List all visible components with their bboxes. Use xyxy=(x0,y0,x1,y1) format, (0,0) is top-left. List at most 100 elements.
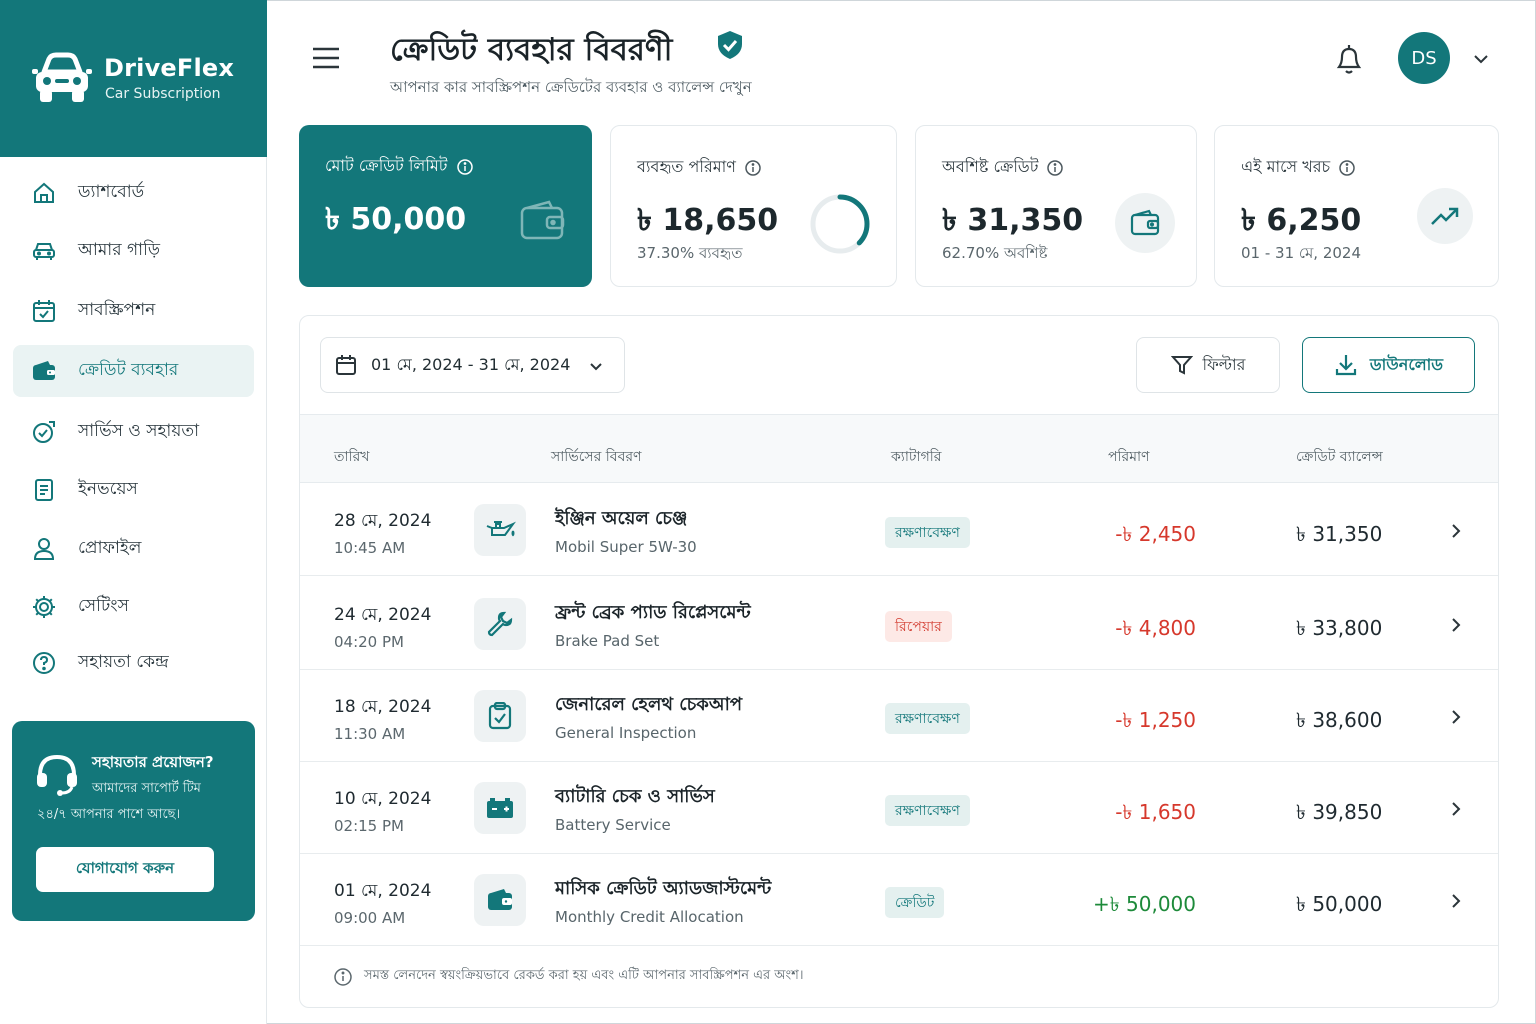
stat-card-month: এই মাসে খরচ ৳ 6,250 01 - 31 মে, 2024 xyxy=(1214,125,1499,287)
row-balance: ৳ 31,350 xyxy=(1296,522,1383,546)
table-row[interactable]: 18 মে, 2024 11:30 AM জেনারেল হেলথ চেকআপ … xyxy=(300,670,1498,762)
row-time: 10:45 AM xyxy=(334,539,406,557)
column-header-category[interactable]: ক্যাটাগরি xyxy=(891,449,942,465)
wallet-icon xyxy=(1115,193,1175,253)
trend-up-icon xyxy=(1417,188,1473,244)
chevron-right-icon[interactable] xyxy=(1446,520,1466,542)
table-row[interactable]: 01 মে, 2024 09:00 AM মাসিক ক্রেডিট অ্যাড… xyxy=(300,854,1498,946)
wallet-icon xyxy=(31,358,57,384)
row-balance: ৳ 50,000 xyxy=(1296,892,1383,916)
stat-value: ৳ 6,250 xyxy=(1241,203,1362,238)
sidebar-item-credit-usage[interactable]: ক্রেডিট ব্যবহার xyxy=(13,345,254,397)
sidebar-item-subscription[interactable]: সাবস্ক্রিপশন xyxy=(13,285,254,337)
usage-progress-ring xyxy=(810,194,870,254)
column-header-amount[interactable]: পরিমাণ xyxy=(1108,449,1150,465)
sidebar-item-label: সার্ভিস ও সহায়তা xyxy=(78,421,200,441)
invoice-icon xyxy=(31,477,57,503)
stat-label: ব্যবহৃত পরিমাণ xyxy=(637,154,761,181)
info-icon[interactable] xyxy=(1339,159,1355,176)
table-row[interactable]: 24 মে, 2024 04:20 PM ফ্রন্ট ব্রেক প্যাড … xyxy=(300,578,1498,670)
row-balance: ৳ 33,800 xyxy=(1296,616,1383,640)
chevron-right-icon[interactable] xyxy=(1446,706,1466,728)
sidebar-item-label: ড্যাশবোর্ড xyxy=(78,182,145,202)
sidebar-item-profile[interactable]: প্রোফাইল xyxy=(13,523,254,575)
footnote-text: সমস্ত লেনদেন স্বয়ংক্রিয়ভাবে রেকর্ড করা… xyxy=(364,968,804,983)
category-badge: রক্ষণাবেক্ষণ xyxy=(885,517,970,548)
chevron-right-icon[interactable] xyxy=(1446,798,1466,820)
row-title: ইঞ্জিন অয়েল চেঞ্জ xyxy=(555,508,688,529)
stat-label: অবশিষ্ট ক্রেডিট xyxy=(942,154,1064,181)
stat-note: 62.70% অবশিষ্ট xyxy=(942,244,1048,262)
brand-subtitle: Car Subscription xyxy=(105,86,221,102)
download-button[interactable]: ডাউনলোড xyxy=(1302,337,1475,393)
column-header-description[interactable]: সার্ভিসের বিবরণ xyxy=(551,449,642,465)
contact-button[interactable]: যোগাযোগ করুন xyxy=(36,847,214,892)
help-icon xyxy=(31,650,57,676)
row-date: 18 মে, 2024 xyxy=(334,697,432,717)
wallet-icon xyxy=(520,200,565,240)
support-title: সহায়তার প্রয়োজন? xyxy=(92,753,214,771)
sidebar-item-settings[interactable]: সেটিংস xyxy=(13,581,254,633)
info-icon[interactable] xyxy=(745,159,761,176)
row-time: 11:30 AM xyxy=(334,725,406,743)
home-icon xyxy=(31,180,57,206)
info-icon[interactable] xyxy=(1047,159,1064,176)
chevron-right-icon[interactable] xyxy=(1446,614,1466,636)
sidebar-item-help-center[interactable]: সহায়তা কেন্দ্র xyxy=(13,637,254,689)
row-balance: ৳ 39,850 xyxy=(1296,800,1383,824)
credit-transactions-panel: 01 মে, 2024 - 31 মে, 2024 ফিল্টার ডাউনলো… xyxy=(299,315,1499,1008)
sidebar-item-invoice[interactable]: ইনভয়েস xyxy=(13,464,254,516)
stat-note: 37.30% ব্যবহৃত xyxy=(637,244,743,262)
download-label: ডাউনলোড xyxy=(1369,354,1444,374)
brand-name: DriveFlex xyxy=(104,54,235,82)
support-text-2: ২৪/৭ আপনার পাশে আছে। xyxy=(37,807,181,822)
stat-value: ৳ 31,350 xyxy=(942,203,1084,238)
download-icon xyxy=(1335,355,1356,376)
hamburger-menu-icon[interactable] xyxy=(310,42,342,74)
sidebar-item-my-car[interactable]: আমার গাড়ি xyxy=(13,225,254,277)
table-footnote: সমস্ত লেনদেন স্বয়ংক্রিয়ভাবে রেকর্ড করা… xyxy=(334,966,803,987)
date-range-picker[interactable]: 01 মে, 2024 - 31 মে, 2024 xyxy=(320,337,625,393)
info-icon[interactable] xyxy=(456,158,473,175)
filter-button[interactable]: ফিল্টার xyxy=(1136,337,1280,393)
user-avatar[interactable]: DS xyxy=(1398,32,1450,84)
sidebar-item-label: আমার গাড়ি xyxy=(78,240,161,260)
notification-bell-icon[interactable] xyxy=(1333,42,1365,76)
category-badge: রক্ষণাবেক্ষণ xyxy=(885,795,970,826)
table-row[interactable]: 28 মে, 2024 10:45 AM ইঞ্জিন অয়েল চেঞ্জ … xyxy=(300,484,1498,576)
column-header-balance[interactable]: ক্রেডিট ব্যালেন্স xyxy=(1296,449,1383,465)
sidebar-item-service[interactable]: সার্ভিস ও সহায়তা xyxy=(13,406,254,458)
stat-label-text: মোট ক্রেডিট লিমিট xyxy=(325,156,448,175)
table-header: তারিখ সার্ভিসের বিবরণ ক্যাটাগরি পরিমাণ ক… xyxy=(300,414,1498,483)
stat-card-remaining: অবশিষ্ট ক্রেডিট ৳ 31,350 62.70% অবশিষ্ট xyxy=(915,125,1197,287)
row-amount: +৳ 50,000 xyxy=(1092,892,1196,916)
row-date: 24 মে, 2024 xyxy=(334,605,432,625)
table-row[interactable]: 10 মে, 2024 02:15 PM ব্যাটারি চেক ও সার্… xyxy=(300,762,1498,854)
battery-icon xyxy=(474,782,526,834)
service-icon xyxy=(31,419,57,445)
row-title: মাসিক ক্রেডিট অ্যাডজাস্টমেন্ট xyxy=(555,878,772,899)
sidebar-item-label: সাবস্ক্রিপশন xyxy=(78,300,156,320)
chevron-down-icon[interactable] xyxy=(1470,48,1492,70)
page-subtitle: আপনার কার সাবস্ক্রিপশন ক্রেডিটের ব্যবহার… xyxy=(390,78,752,96)
chevron-down-icon xyxy=(590,363,602,371)
row-subtitle: Monthly Credit Allocation xyxy=(555,908,744,926)
column-header-date[interactable]: তারিখ xyxy=(334,449,370,465)
car-logo-icon xyxy=(32,52,92,102)
sidebar-item-dashboard[interactable]: ড্যাশবোর্ড xyxy=(13,167,254,219)
row-amount: -৳ 1,650 xyxy=(1115,800,1196,824)
category-badge: ক্রেডিট xyxy=(885,887,945,918)
stat-label: এই মাসে খরচ xyxy=(1241,154,1355,181)
calendar-check-icon xyxy=(31,298,57,324)
row-amount: -৳ 1,250 xyxy=(1115,708,1196,732)
row-title: ব্যাটারি চেক ও সার্ভিস xyxy=(555,786,715,807)
stat-card-total-limit: মোট ক্রেডিট লিমিট ৳ 50,000 xyxy=(299,125,592,287)
sidebar-item-label: ক্রেডিট ব্যবহার xyxy=(78,360,179,380)
chevron-right-icon[interactable] xyxy=(1446,890,1466,912)
filter-icon xyxy=(1170,356,1193,375)
stat-label-text: এই মাসে খরচ xyxy=(1241,157,1331,176)
category-badge: রিপেয়ার xyxy=(885,611,952,642)
stat-note: 01 - 31 মে, 2024 xyxy=(1241,244,1362,262)
row-time: 09:00 AM xyxy=(334,909,406,927)
stat-card-used: ব্যবহৃত পরিমাণ ৳ 18,650 37.30% ব্যবহৃত xyxy=(610,125,897,287)
